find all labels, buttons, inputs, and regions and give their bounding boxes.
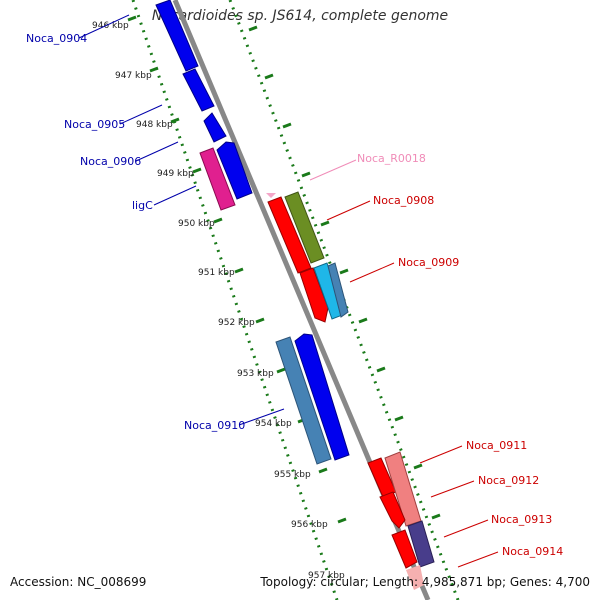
scale-label: 956 kbp [291,520,328,530]
gene-noca-0906 [216,141,253,200]
scale-label: 957 kbp [308,571,345,581]
gene-labels-right: Noca_R0018 Noca_0908 Noca_0909 Noca_0911… [357,152,563,558]
map-title: Nocardioides sp. JS614, complete genome [151,8,449,24]
scale-label: 952 kbp [218,318,255,328]
gene-noca-0905 [203,112,227,143]
scale-label: 951 kbp [198,268,235,278]
scale-label: 949 kbp [157,169,194,179]
gene-noca-r0018 [266,193,276,198]
label-noca-0906: Noca_0906 [80,155,141,168]
scale-label: 950 kbp [178,219,215,229]
minus-strand-genes [155,0,350,465]
scale-labels: 946 kbp 947 kbp 948 kbp 949 kbp 950 kbp … [92,21,345,581]
gene-noca-0904 [155,0,199,72]
scale-label: 948 kbp [136,120,173,130]
gene-noca-0912 [379,491,406,529]
gene-labels-left: Noca_0904 Noca_0905 Noca_0906 ligC Noca_… [26,32,245,432]
label-noca-0914: Noca_0914 [502,545,563,558]
gene-noca-0913 [407,520,435,568]
label-noca-0908: Noca_0908 [373,194,434,207]
plus-strand-genes [266,191,435,590]
gene-noca-0910 [275,336,332,465]
label-noca-0910: Noca_0910 [184,419,245,432]
gene-noca-0908-olive [284,191,325,264]
scale-label: 955 kbp [274,470,311,480]
label-ligc: ligC [132,199,153,212]
label-noca-0911: Noca_0911 [466,439,527,452]
gene-noca-0908 [267,196,312,274]
gene-noca-0910-blue [294,333,350,461]
label-noca-r0018: Noca_R0018 [357,152,426,165]
label-noca-0913: Noca_0913 [491,513,552,526]
inner-tick-track [131,0,339,600]
gene-noca-0914 [391,529,418,569]
label-noca-0909: Noca_0909 [398,256,459,269]
gene-noca-0909-steel [327,262,349,318]
topology-summary: Topology: circular; Length: 4,985,871 bp… [260,575,590,589]
major-ticks [127,15,441,524]
gene-noca-0914-pink [406,565,424,590]
gene-noca-0909 [299,267,329,323]
label-noca-0912: Noca_0912 [478,474,539,487]
scale-label: 953 kbp [237,369,274,379]
callout-lines [78,14,499,568]
scale-label: 947 kbp [115,71,152,81]
scale-label: 946 kbp [92,21,129,31]
label-noca-0904: Noca_0904 [26,32,87,45]
gene-noca-0904b [182,68,215,112]
gene-ligc [199,147,236,211]
accession-text: Accession: NC_008699 [10,575,147,589]
label-noca-0905: Noca_0905 [64,118,125,131]
scale-label: 954 kbp [255,419,292,429]
